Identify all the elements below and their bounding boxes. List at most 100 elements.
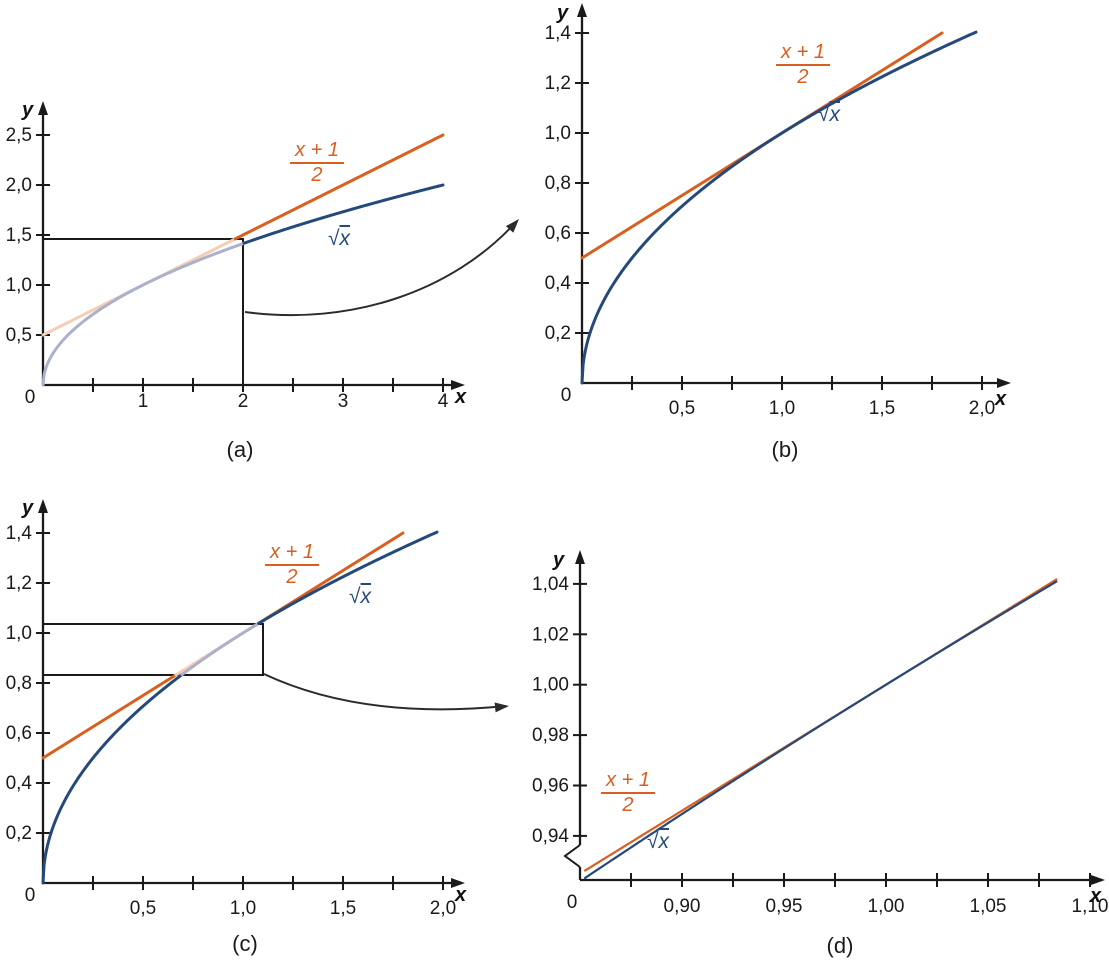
panel-c-sqrt-curve (41, 673, 184, 885)
panel-a-y-tick-label: 1,0 (6, 275, 32, 296)
tangent-label-numerator: x + 1 (290, 139, 344, 165)
panel-d-y-tick-label: 1,04 (532, 574, 569, 595)
panel-d-x-tick-label: 1,00 (868, 896, 905, 917)
tangent-label-denominator: 2 (311, 164, 323, 187)
panel-b-x-tick-label: 0,5 (669, 398, 695, 419)
panel-c-y-tick-label: 0,2 (6, 823, 32, 844)
panel-c-x-tick-label: 1,5 (330, 898, 356, 919)
panel-b-x-tick-label: 1,5 (869, 398, 895, 419)
panel-b-y-tick-label: 0,4 (545, 273, 572, 294)
radical-sign: √ (328, 227, 340, 250)
tangent-label-denominator: 2 (797, 66, 809, 89)
sqrt-label-b: √x (818, 103, 840, 127)
sqrt-argument: x (658, 830, 670, 853)
caption-b: (b) (771, 437, 799, 462)
panel-d-y-tick-label: 1,02 (532, 624, 569, 645)
tangent-label-d: x + 1 2 (601, 769, 655, 817)
panel-b-y-tick-label: 0,2 (545, 323, 571, 344)
y-axis-label-d: y (553, 549, 565, 571)
y-axis-label-a: y (22, 99, 34, 121)
panel-c-sqrt-curve-faded (180, 621, 261, 677)
x-axis-label-b: x (995, 388, 1007, 410)
panel-c-x-tick-label: 1,0 (230, 898, 256, 919)
panel-d-y-tick-label: 1,00 (532, 675, 569, 696)
panel-b-x-tick-label: 2,0 (969, 398, 995, 419)
tangent-label-denominator: 2 (286, 566, 298, 589)
panel-a-x-tick-label: 3 (338, 391, 349, 412)
panel-a-y-tick-label: 2,0 (6, 175, 32, 196)
caption-d: (d) (826, 933, 854, 958)
panel-d-sqrt-curve (584, 580, 1058, 880)
panel-a-sqrt-curve (242, 183, 445, 245)
panel-d-x-axis-arrowhead (1091, 875, 1105, 885)
panel-a-zoom-rect (42, 238, 244, 386)
panel-a-y-axis-arrowhead (38, 101, 48, 115)
panel-d-y-tick-label: 0,98 (532, 725, 569, 746)
panel-a-sqrt-curve-faded (41, 241, 246, 387)
x-axis-label-a: x (455, 386, 467, 408)
panel-d-y-axis-arrowhead (575, 550, 585, 564)
tangent-label-numerator: x + 1 (601, 769, 655, 795)
panel-a-tangent-line (233, 133, 445, 241)
sqrt-label-c: √x (349, 585, 371, 609)
panel-a-x-axis-arrowhead (451, 380, 465, 390)
panel-b-y-tick-label: 0,6 (545, 223, 571, 244)
x-axis-label-d: x (1090, 885, 1102, 907)
panel-b-x-tick-label: 1,0 (769, 398, 795, 419)
panel-c-x-tick-label: 2,0 (430, 898, 456, 919)
panel-c-y-tick-label: 1,0 (6, 623, 32, 644)
panel-c-y-tick-label: 1,4 (6, 523, 33, 544)
panel-d-x-tick-label: 1,10 (1072, 896, 1109, 917)
radical-sign: √ (647, 830, 659, 853)
sqrt-argument: x (829, 103, 841, 126)
zoom-arrow-a-to-b-head (505, 219, 519, 233)
panel-a-y-tick-label: 0,5 (6, 325, 32, 346)
caption-c: (c) (232, 931, 258, 956)
tangent-label-denominator: 2 (622, 794, 634, 817)
zoom-arrow-c-to-d (263, 673, 507, 711)
radical-sign: √ (818, 103, 830, 126)
panel-b-origin-label: 0 (561, 385, 572, 406)
panel-b-y-tick-label: 1,2 (545, 73, 571, 94)
caption-a: (a) (226, 437, 254, 462)
zoom-arrow-a-to-b (244, 221, 517, 317)
panel-c-y-tick-label: 0,8 (6, 673, 32, 694)
radical-sign: √ (349, 585, 361, 608)
sqrt-argument: x (339, 227, 351, 250)
panel-c-y-tick-label: 0,6 (6, 723, 32, 744)
panel-b-y-tick-label: 1,4 (545, 23, 572, 44)
panel-b-y-axis-arrowhead (577, 3, 587, 17)
panel-a-x-tick-label: 2 (238, 391, 249, 412)
panel-d-x-tick-label: 0,90 (664, 896, 701, 917)
tangent-label-b: x + 1 2 (776, 41, 830, 89)
panel-c-y-tick-label: 1,2 (6, 573, 32, 594)
panel-a-origin-label: 0 (25, 387, 36, 408)
panel-d-origin-label: 0 (567, 892, 578, 913)
zoom-arrow-c-to-d-head (494, 702, 509, 713)
panel-d-x-tick-label: 0,95 (766, 896, 803, 917)
tangent-label-a: x + 1 2 (290, 139, 344, 187)
panel-c-sqrt-curve (257, 530, 439, 625)
panel-a-y-tick-label: 2,5 (6, 125, 32, 146)
panel-b-y-tick-label: 0,8 (545, 173, 571, 194)
panel-a-x-tick-label: 4 (438, 391, 449, 412)
panel-d-y-axis-break (563, 844, 581, 868)
panel-c-zoom-rect (42, 623, 264, 676)
panel-c-x-tick-label: 0,5 (130, 898, 156, 919)
panel-a-x-tick-label: 1 (138, 391, 149, 412)
tangent-label-numerator: x + 1 (776, 41, 830, 67)
y-axis-label-c: y (22, 497, 34, 519)
tangent-label-numerator: x + 1 (265, 541, 319, 567)
panel-b-y-tick-label: 1,0 (545, 123, 571, 144)
panel-a-y-tick-label: 1,5 (6, 225, 32, 246)
sqrt-label-a: √x (328, 227, 350, 251)
tangent-label-c: x + 1 2 (265, 541, 319, 589)
sqrt-argument: x (360, 585, 372, 608)
panel-d-x-tick-label: 1,05 (970, 896, 1007, 917)
panel-b-x-axis-arrowhead (997, 378, 1011, 388)
sqrt-label-d: √x (647, 830, 669, 854)
panel-c-y-tick-label: 0,4 (6, 773, 33, 794)
panel-d-y-tick-label: 0,94 (532, 826, 569, 847)
y-axis-label-b: y (557, 2, 569, 24)
panel-c-y-axis-arrowhead (38, 499, 48, 513)
